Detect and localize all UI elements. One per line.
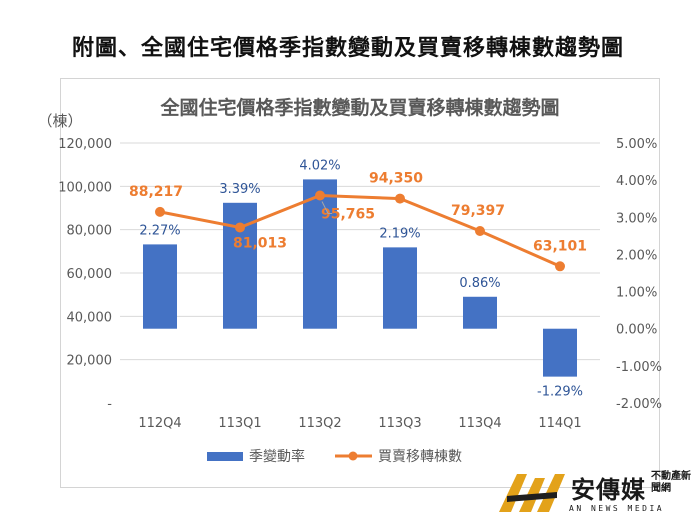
y-right-tick-label: 5.00% (616, 137, 657, 152)
line-data-label: 95,765 (321, 207, 375, 223)
x-tick-label: 113Q4 (458, 416, 501, 431)
bar-114Q1 (543, 328, 577, 377)
brand-name: 安傳媒 (571, 476, 646, 504)
y-left-unit-label: （棟） (37, 112, 82, 130)
line-point-114Q1 (555, 261, 565, 272)
legend-label-bar: 季變動率 (249, 448, 305, 465)
bar-113Q2 (303, 179, 337, 329)
bar-data-label: -1.29% (537, 385, 583, 400)
y-left-tick-label: 80,000 (67, 224, 113, 239)
line-data-label: 79,397 (451, 203, 505, 219)
brand-subtitle: 不動產新聞網 (651, 471, 691, 494)
y-left-tick-label: 40,000 (67, 310, 113, 325)
line-point-112Q4 (155, 206, 165, 217)
line-data-label: 81,013 (233, 235, 287, 251)
bar-data-label: 3.39% (219, 182, 260, 197)
page-title: 附圖、全國住宅價格季指數變動及買賣移轉棟數趨勢圖 (71, 36, 624, 61)
bar-data-label: 4.02% (299, 158, 340, 173)
legend-label-line: 買賣移轉棟數 (378, 449, 462, 465)
bar-data-label: 0.86% (459, 276, 500, 291)
legend-swatch-bar (207, 452, 243, 461)
y-left-tick-label: 20,000 (67, 354, 113, 369)
line-data-label: 94,350 (369, 171, 423, 187)
y-right-tick-label: 2.00% (616, 248, 657, 263)
y-right-tick-label: 3.00% (616, 211, 657, 226)
data-label-leader (321, 201, 332, 215)
line-point-113Q4 (475, 225, 485, 236)
brand-english: AN NEWS MEDIA (569, 504, 665, 513)
chart-title: 全國住宅價格季指數變動及買賣移轉棟數趨勢圖 (159, 96, 559, 119)
y-right-tick-label: 1.00% (616, 286, 657, 301)
x-tick-label: 114Q1 (538, 416, 581, 431)
y-left-tick-label: 120,000 (58, 137, 112, 152)
bar-113Q4 (463, 296, 497, 329)
line-point-113Q3 (395, 193, 405, 204)
x-tick-label: 113Q2 (298, 416, 341, 431)
brand-logo-icon (499, 474, 565, 512)
y-left-tick-label: 60,000 (67, 267, 113, 282)
x-tick-label: 112Q4 (138, 416, 181, 431)
brand-logo: 安傳媒 不動產新聞網 AN NEWS MEDIA (497, 466, 696, 522)
legend-swatch-line-marker (348, 451, 358, 461)
y-right-tick-label: -2.00% (616, 397, 662, 412)
bar-112Q4 (143, 244, 177, 329)
line-point-113Q2 (315, 190, 325, 201)
x-tick-label: 113Q3 (378, 416, 421, 431)
bar-data-label: 2.27% (139, 223, 180, 238)
line-point-113Q1 (235, 222, 245, 233)
y-left-tick-label: - (107, 397, 112, 412)
bar-data-label: 2.19% (379, 226, 420, 241)
line-series-path (159, 193, 561, 268)
chart-frame (60, 78, 660, 488)
y-left-tick-label: 100,000 (58, 180, 112, 195)
y-right-tick-label: -1.00% (616, 360, 662, 375)
bar-113Q3 (383, 247, 417, 329)
line-data-label: 63,101 (533, 238, 587, 254)
line-data-label: 88,217 (129, 184, 183, 200)
y-right-tick-label: 4.00% (616, 174, 657, 189)
x-tick-label: 113Q1 (218, 416, 261, 431)
y-right-tick-label: 0.00% (616, 323, 657, 338)
